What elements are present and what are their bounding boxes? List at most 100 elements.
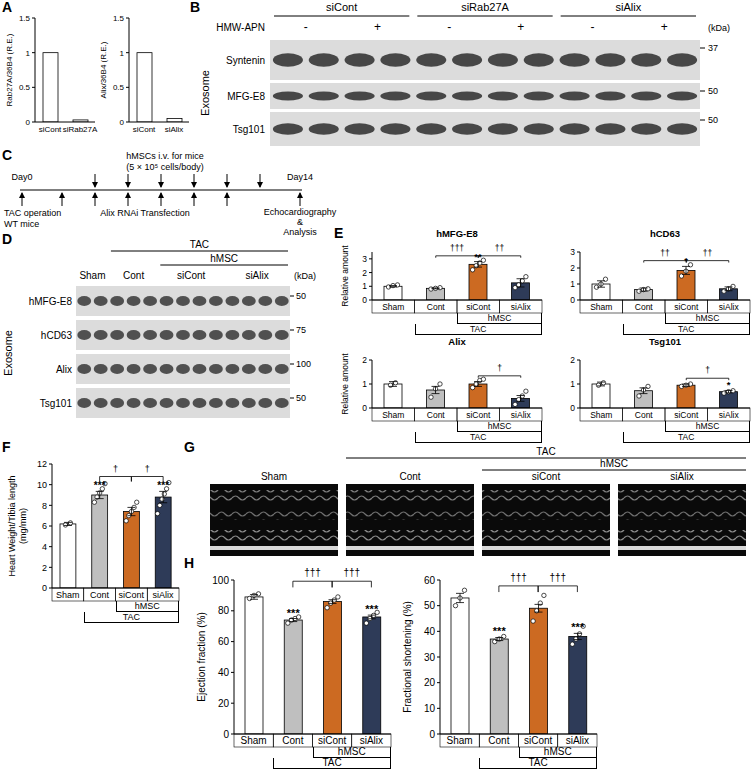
svg-text:1: 1 [26, 49, 31, 58]
svg-text:0: 0 [362, 403, 367, 413]
svg-text:Sham: Sham [382, 302, 404, 312]
svg-text:siCont: siCont [39, 125, 62, 134]
svg-text:Cont: Cont [399, 471, 420, 482]
svg-text:Cont: Cont [635, 410, 654, 420]
svg-text:†††: ††† [450, 243, 464, 253]
svg-text:siCont: siCont [119, 590, 145, 600]
svg-text:20: 20 [218, 698, 230, 709]
svg-text:40: 40 [218, 667, 230, 678]
svg-text:siCont: siCont [524, 735, 553, 746]
svg-text:Sham: Sham [79, 270, 105, 281]
svg-text:Sham: Sham [241, 735, 267, 746]
svg-text:0: 0 [429, 729, 435, 740]
svg-text:*: * [727, 379, 731, 390]
svg-text:Day14: Day14 [287, 172, 313, 182]
svg-text:0: 0 [120, 118, 125, 127]
svg-text:Alix: Alix [56, 364, 72, 375]
svg-text:siCont: siCont [133, 125, 156, 134]
svg-text:2: 2 [570, 355, 575, 365]
svg-text:Alix RNAi Transfection: Alix RNAi Transfection [100, 208, 190, 218]
svg-text:**: ** [474, 252, 482, 262]
svg-text:Relative amount: Relative amount [340, 245, 350, 307]
svg-text:80: 80 [218, 605, 230, 616]
svg-text:hCD63: hCD63 [41, 330, 73, 341]
svg-text:siAlix: siAlix [153, 590, 175, 600]
svg-text:0: 0 [42, 583, 47, 593]
svg-text:50: 50 [424, 600, 436, 611]
svg-text:Cont: Cont [123, 270, 144, 281]
svg-text:1: 1 [362, 379, 367, 389]
svg-text:Cont: Cont [427, 410, 446, 420]
svg-text:&: & [297, 217, 303, 227]
svg-text:TAC: TAC [190, 239, 209, 250]
svg-text:***: *** [493, 625, 507, 637]
svg-text:10: 10 [424, 703, 436, 714]
svg-text:2: 2 [362, 355, 367, 365]
svg-text:siCont: siCont [177, 270, 206, 281]
svg-text:1: 1 [570, 379, 575, 389]
svg-text:siCont: siCont [326, 1, 357, 13]
svg-text:100: 100 [296, 359, 311, 369]
svg-text:Exosome: Exosome [2, 330, 14, 376]
svg-text:†††: ††† [510, 572, 527, 583]
svg-text:0: 0 [223, 729, 229, 740]
svg-text:6: 6 [42, 521, 47, 531]
svg-text:***: *** [571, 621, 585, 633]
svg-text:siRab27A: siRab27A [63, 125, 98, 134]
svg-text:3: 3 [570, 247, 575, 257]
svg-text:100: 100 [212, 575, 229, 586]
svg-text:***: *** [365, 603, 379, 615]
svg-text:siCont: siCont [532, 471, 561, 482]
svg-text:1.5: 1.5 [19, 14, 31, 23]
svg-text:0: 0 [570, 295, 575, 305]
svg-text:2: 2 [362, 268, 367, 278]
svg-text:-: - [447, 20, 451, 34]
svg-text:20: 20 [424, 677, 436, 688]
svg-text:siAlix: siAlix [511, 410, 532, 420]
svg-text:Cont: Cont [488, 735, 509, 746]
svg-text:siAlix: siAlix [245, 270, 268, 281]
svg-text:0: 0 [26, 118, 31, 127]
svg-text:siCont: siCont [466, 410, 491, 420]
svg-text:75: 75 [296, 325, 306, 335]
svg-text:siCont: siCont [674, 410, 699, 420]
svg-text:siAlix: siAlix [165, 125, 184, 134]
svg-text:†: † [113, 464, 118, 474]
svg-text:†: † [705, 365, 710, 375]
svg-text:1.5: 1.5 [113, 14, 125, 23]
svg-text:siCont: siCont [674, 302, 699, 312]
svg-text:1: 1 [362, 281, 367, 291]
svg-text:+: + [517, 20, 524, 34]
svg-text:8: 8 [42, 501, 47, 511]
svg-text:siAlix: siAlix [566, 735, 589, 746]
svg-text:HMW-APN: HMW-APN [216, 22, 265, 33]
svg-text:12: 12 [37, 459, 47, 469]
svg-text:†: † [145, 464, 150, 474]
svg-text:50: 50 [708, 115, 718, 125]
svg-text:3: 3 [362, 254, 367, 264]
svg-text:(kDa): (kDa) [708, 23, 730, 33]
svg-text:50: 50 [708, 86, 718, 96]
svg-text:-: - [304, 20, 308, 34]
svg-text:siAlix: siAlix [615, 1, 641, 13]
svg-text:Cont: Cont [282, 735, 303, 746]
svg-text:Day0: Day0 [11, 172, 32, 182]
svg-text:††: †† [703, 248, 713, 258]
svg-text:+: + [661, 20, 668, 34]
svg-text:Cont: Cont [635, 302, 654, 312]
svg-text:1: 1 [570, 279, 575, 289]
svg-text:***: *** [94, 480, 106, 491]
svg-text:hMSC: hMSC [210, 253, 238, 264]
svg-text:†††: ††† [304, 568, 321, 578]
svg-text:††: †† [660, 248, 670, 258]
svg-text:siCont: siCont [466, 302, 491, 312]
svg-text:siAlix: siAlix [360, 735, 383, 746]
svg-text:TAC operation: TAC operation [4, 208, 61, 218]
svg-text:†: † [497, 363, 502, 373]
svg-text:60: 60 [218, 636, 230, 647]
svg-text:-: - [591, 20, 595, 34]
svg-text:Sham: Sham [56, 590, 80, 600]
svg-text:30: 30 [424, 652, 436, 663]
svg-text:WT mice: WT mice [4, 219, 39, 229]
svg-text:siAlix: siAlix [719, 410, 740, 420]
